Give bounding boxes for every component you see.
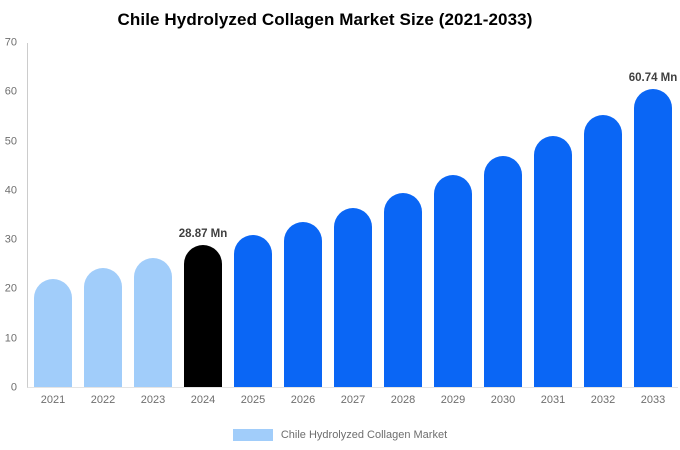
x-tick-label-2022: 2022: [90, 394, 116, 406]
bar-band-2030: 2030: [478, 43, 528, 406]
bar-band-2033: 60.74 Mn 2033: [628, 43, 678, 406]
x-tick-label-2025: 2025: [240, 394, 266, 406]
bar-band-2023: 2023: [128, 43, 178, 406]
chart-title: Chile Hydrolyzed Collagen Market Size (2…: [117, 10, 533, 29]
bar-band-2021: 2021: [28, 43, 78, 406]
x-tick-label-2024: 2024: [190, 394, 216, 406]
y-tick-label-40: 40: [4, 184, 17, 197]
y-tick-label-20: 20: [4, 282, 17, 295]
plot-area: 2021 2022 2023 28.87 Mn 2024 2025 2026 2027 2028…: [27, 43, 678, 406]
bar-band-2027: 2027: [328, 43, 378, 406]
y-tick-label-30: 30: [4, 233, 17, 246]
bar-2022: [84, 268, 122, 387]
x-tick-label-2031: 2031: [540, 394, 566, 406]
x-tick-label-2021: 2021: [40, 394, 66, 406]
bar-band-2024: 28.87 Mn 2024: [178, 43, 228, 406]
bar-2031: [534, 136, 572, 387]
legend-swatch-icon: [232, 429, 273, 441]
bar-2027: [334, 207, 372, 387]
y-tick-label-0: 0: [10, 381, 17, 394]
bar-2024: 28.87 Mn: [179, 228, 227, 387]
x-tick-label-2028: 2028: [390, 394, 416, 406]
y-axis-labels: 0 10 20 30 40 50 60 70: [0, 37, 21, 393]
bar-2025: [234, 234, 272, 387]
bar-band-2031: 2031: [528, 43, 578, 406]
bar-2023: [134, 257, 172, 387]
x-tick-label-2032: 2032: [590, 394, 616, 406]
legend[interactable]: Chile Hydrolyzed Collagen Market: [0, 429, 680, 441]
bar-2026: [284, 221, 322, 387]
bar-band-2026: 2026: [278, 43, 328, 406]
bar-band-2029: 2029: [428, 43, 478, 406]
bar-2029: [434, 175, 472, 387]
bar-2032: [584, 114, 622, 387]
y-tick-label-50: 50: [4, 135, 17, 148]
bar-2021: [34, 278, 72, 387]
x-tick-label-2023: 2023: [140, 394, 166, 406]
y-tick-label-10: 10: [4, 332, 17, 345]
bar-band-2032: 2032: [578, 43, 628, 406]
legend-label: Chile Hydrolyzed Collagen Market: [280, 429, 448, 441]
bar-band-2025: 2025: [228, 43, 278, 406]
value-label-2033: 60.74 Mn: [628, 71, 678, 84]
y-tick-label-60: 60: [4, 85, 17, 98]
x-tick-label-2030: 2030: [490, 394, 516, 406]
bar-2028: [384, 192, 422, 387]
bar-2033: 60.74 Mn: [629, 72, 677, 387]
bar-2030: [484, 156, 522, 387]
y-tick-label-70: 70: [4, 36, 17, 49]
x-tick-label-2029: 2029: [440, 394, 466, 406]
x-tick-label-2033: 2033: [640, 394, 666, 406]
bar-band-2022: 2022: [78, 43, 128, 406]
x-tick-label-2027: 2027: [340, 394, 366, 406]
value-label-2024: 28.87 Mn: [178, 228, 228, 241]
bar-band-2028: 2028: [378, 43, 428, 406]
x-tick-label-2026: 2026: [290, 394, 316, 406]
